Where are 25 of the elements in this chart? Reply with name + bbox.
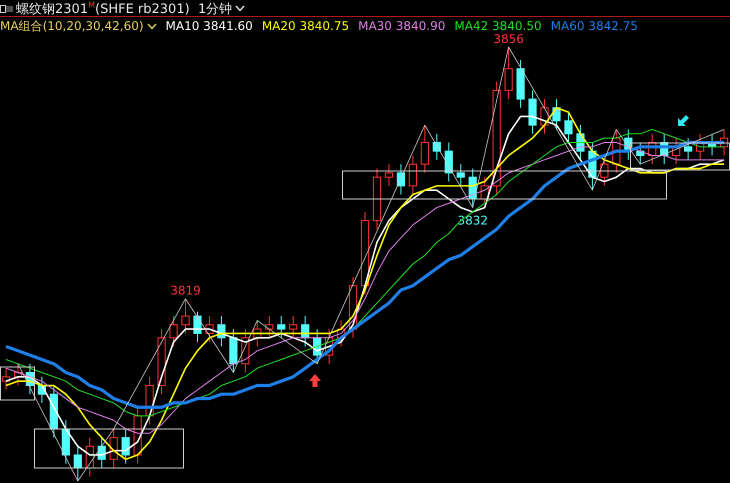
text: MA42 3840.50 xyxy=(454,19,542,33)
candlestick xyxy=(420,124,429,174)
text: MA30 3840.90 xyxy=(358,19,446,33)
text: 3819 xyxy=(170,284,201,298)
candlestick xyxy=(564,112,573,143)
candlestick xyxy=(456,164,465,186)
text: MA20 3840.75 xyxy=(262,19,350,33)
candlestick xyxy=(408,155,417,196)
candlestick xyxy=(432,133,441,160)
candlestick xyxy=(444,142,453,182)
candlestick xyxy=(169,316,178,347)
candlestick xyxy=(684,138,692,160)
text: 3856 xyxy=(493,32,524,46)
chart-title: 螺纹钢2301$^{M}$(SHFE rb2301) 1分钟 xyxy=(16,0,232,18)
candlestick xyxy=(74,446,82,482)
candlestick xyxy=(289,316,298,338)
text: MA10 3841.60 xyxy=(166,19,253,33)
legend-title: MA组合(10,20,30,42,60) xyxy=(0,18,145,34)
candlestick xyxy=(277,316,286,338)
candlestick xyxy=(504,46,513,100)
candlestick xyxy=(122,428,130,464)
candlestick xyxy=(384,164,394,186)
candlestick xyxy=(181,298,190,334)
candlestick xyxy=(636,142,644,165)
text: MA60 3842.75 xyxy=(550,19,638,33)
